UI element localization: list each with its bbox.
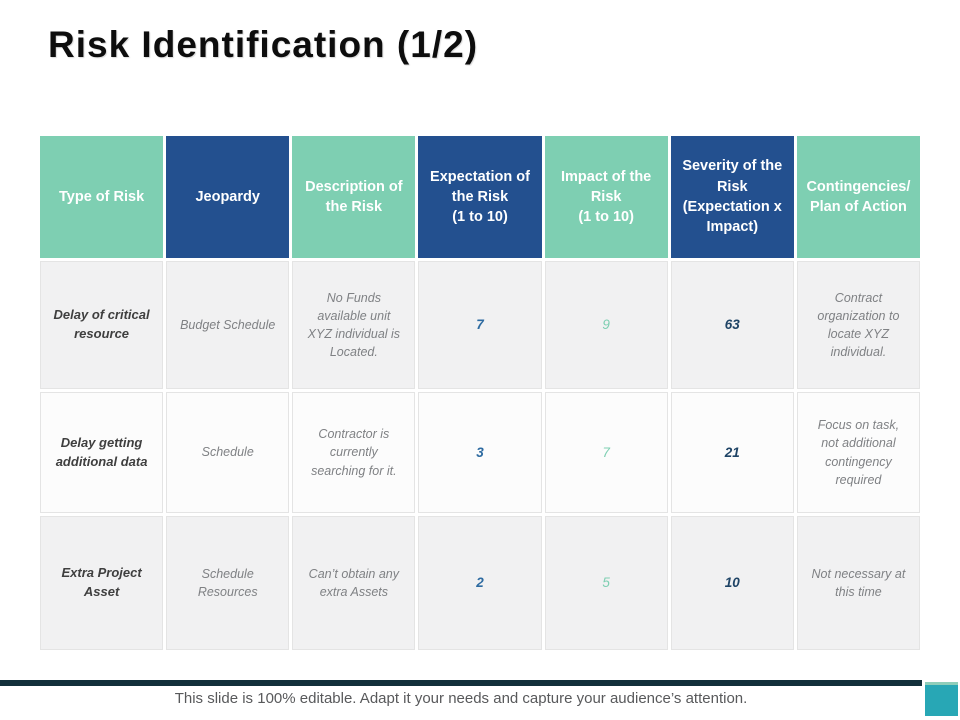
- table-row-1-jeopardy: Budget Schedule: [166, 261, 290, 389]
- table-row-3-severity: 10: [670, 516, 794, 650]
- table-row-3-impact: 5: [544, 516, 668, 650]
- page-title: Risk Identification (1/2): [48, 24, 479, 65]
- risk-table: Type of Risk Jeopardy Description of the…: [40, 136, 920, 650]
- table-row-2-contingencies: Focus on task, not additional contingenc…: [796, 392, 920, 513]
- table-row-2-impact: 7: [544, 392, 668, 513]
- table-row-1-severity: 63: [670, 261, 794, 389]
- col-header-contingencies: Contingencies/ Plan of Action: [796, 136, 920, 258]
- col-header-type-of-risk: Type of Risk: [40, 136, 164, 258]
- col-header-expectation: Expectation of the Risk (1 to 10): [418, 136, 542, 258]
- col-header-impact: Impact of the Risk (1 to 10): [544, 136, 668, 258]
- table-row-1-contingencies: Contract organization to locate XYZ indi…: [796, 261, 920, 389]
- table-row-1-description: No Funds available unit XYZ individual i…: [292, 261, 416, 389]
- col-header-description: Description of the Risk: [292, 136, 416, 258]
- accent-square: [925, 682, 958, 716]
- table-row-2-description: Contractor is currently searching for it…: [292, 392, 416, 513]
- table-row-3-jeopardy: Schedule Resources: [166, 516, 290, 650]
- table-row-3-description: Can’t obtain any extra Assets: [292, 516, 416, 650]
- table-row-2-type-of-risk: Delay getting additional data: [40, 392, 164, 513]
- table-row-2-severity: 21: [670, 392, 794, 513]
- accent-bar: [0, 680, 922, 686]
- table-row-2-jeopardy: Schedule: [166, 392, 290, 513]
- col-header-jeopardy: Jeopardy: [166, 136, 290, 258]
- table-row-3-expectation: 2: [418, 516, 542, 650]
- table-row-3-contingencies: Not necessary at this time: [796, 516, 920, 650]
- col-header-severity: Severity of the Risk (Expectation x Impa…: [670, 136, 794, 258]
- table-row-1-expectation: 7: [418, 261, 542, 389]
- table-row-3-type-of-risk: Extra Project Asset: [40, 516, 164, 650]
- table-row-1-impact: 9: [544, 261, 668, 389]
- footer-note: This slide is 100% editable. Adapt it yo…: [174, 690, 748, 707]
- table-row-1-type-of-risk: Delay of critical resource: [40, 261, 164, 389]
- table-row-2-expectation: 3: [418, 392, 542, 513]
